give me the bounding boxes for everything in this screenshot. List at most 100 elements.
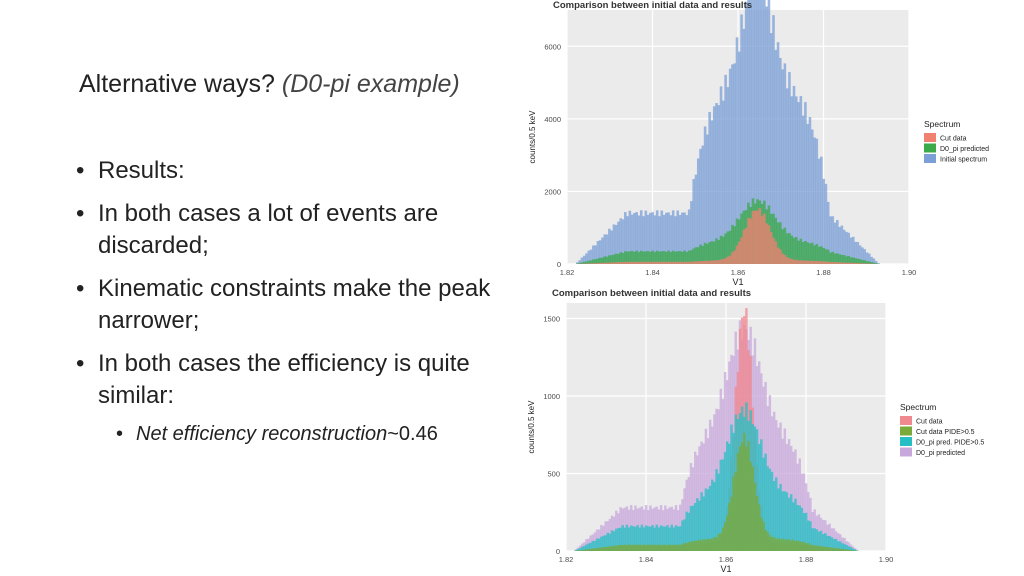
x-axis-label: V1 xyxy=(732,277,743,285)
histogram-bar xyxy=(681,251,684,264)
histogram-bar xyxy=(638,544,641,551)
slide-title: Alternative ways? (D0-pi example) xyxy=(79,70,460,99)
histogram-bar xyxy=(798,541,801,551)
histogram-bar xyxy=(657,527,661,551)
top-chart: 0 2000 4000 6000 1.82 1.84 1.86 1.88 1.90 Compari… xyxy=(510,0,1024,285)
histogram-bar xyxy=(606,546,609,551)
histogram-bar xyxy=(836,548,840,551)
histogram-bar xyxy=(788,72,791,265)
histogram-bar xyxy=(745,446,748,551)
histogram-bar xyxy=(701,261,705,264)
histogram-bar xyxy=(723,451,727,551)
histogram-bar xyxy=(822,534,825,551)
histogram-bar xyxy=(802,541,806,551)
histogram-bar xyxy=(700,540,703,551)
histogram-bar xyxy=(833,222,837,264)
histogram-bar xyxy=(731,224,734,264)
histogram-bar xyxy=(700,492,703,551)
histogram-bar xyxy=(658,216,661,264)
histogram-bar xyxy=(801,260,805,264)
histogram-bar xyxy=(589,548,592,551)
histogram-bar xyxy=(605,256,609,264)
histogram-bar xyxy=(758,0,762,264)
histogram-bar xyxy=(764,529,767,551)
histogram-bar xyxy=(582,255,586,264)
histogram-bar xyxy=(617,253,620,264)
histogram-bar xyxy=(804,240,807,264)
histogram-bar xyxy=(815,529,819,551)
histogram-bar xyxy=(635,212,638,264)
histogram-bar xyxy=(717,105,721,264)
histogram-bar xyxy=(794,541,797,551)
histogram-bar xyxy=(672,544,676,551)
histogram-bar xyxy=(596,263,600,264)
histogram-bar xyxy=(713,481,716,551)
histogram-bar xyxy=(787,438,791,551)
bullet-list: Results: In both cases a lot of events a… xyxy=(76,155,496,447)
histogram-bar xyxy=(685,543,688,551)
histogram-bar xyxy=(724,233,727,264)
histogram-bar xyxy=(785,257,789,264)
histogram-bar xyxy=(685,215,689,264)
histogram-bar xyxy=(642,251,645,264)
histogram-bar xyxy=(751,211,755,264)
histogram-bar xyxy=(841,548,844,551)
histogram-bar xyxy=(691,540,695,551)
histogram-bar xyxy=(838,254,841,264)
histogram-bar xyxy=(788,258,791,264)
histogram-bar xyxy=(653,261,657,264)
histogram-bar xyxy=(610,262,613,264)
histogram-bar xyxy=(653,252,657,264)
bullet-kinematic-constraints: Kinematic constraints make the peak narr… xyxy=(76,273,496,337)
histogram-bar xyxy=(591,548,595,551)
histogram-bar xyxy=(804,102,807,264)
histogram-bar xyxy=(765,6,768,265)
histogram-bar xyxy=(760,0,764,265)
histogram-bar xyxy=(858,263,862,264)
histogram-bar xyxy=(824,183,828,264)
histogram-bar xyxy=(674,261,677,264)
histogram-bar xyxy=(574,550,577,551)
histogram-bar xyxy=(783,491,787,551)
histogram-bar xyxy=(817,531,821,551)
histogram-bar xyxy=(768,535,772,551)
histogram-bar xyxy=(797,260,800,264)
histogram-bar xyxy=(640,524,644,551)
histogram-bar xyxy=(711,479,714,551)
histogram-bar xyxy=(617,545,620,551)
histogram-bar xyxy=(658,261,661,264)
histogram-bar xyxy=(785,88,789,264)
histogram-bar xyxy=(801,115,805,264)
histogram-bar xyxy=(822,546,825,551)
histogram-bar xyxy=(740,442,744,551)
histogram-bar xyxy=(849,547,853,551)
histogram-bar xyxy=(647,544,650,551)
histogram-bar xyxy=(630,214,634,264)
histogram-bar xyxy=(867,261,871,264)
histogram-bar xyxy=(858,259,862,264)
histogram-bar xyxy=(852,257,855,264)
histogram-bar xyxy=(578,260,581,264)
histogram-bar xyxy=(619,261,623,264)
histogram-bar xyxy=(651,525,654,551)
histogram-bar xyxy=(770,471,774,551)
histogram-bar xyxy=(651,545,654,551)
histogram-bar xyxy=(628,261,632,264)
histogram-bar xyxy=(797,240,800,264)
histogram-bar xyxy=(585,544,588,551)
histogram-bar xyxy=(852,236,855,264)
x-tick-label: 1.82 xyxy=(560,268,575,277)
histogram-bar xyxy=(632,544,635,551)
histogram-bar xyxy=(813,528,816,551)
histogram-bar xyxy=(691,505,695,551)
x-tick-label: 1.82 xyxy=(559,555,574,564)
histogram-bar xyxy=(836,220,839,264)
histogram-bar xyxy=(615,545,618,551)
histogram-bar xyxy=(626,216,629,264)
histogram-bar xyxy=(804,260,807,264)
bullet-efficiency-similar: In both cases the efficiency is quite si… xyxy=(76,348,496,412)
histogram-bar xyxy=(836,253,839,264)
histogram-bar xyxy=(820,156,823,264)
histogram-bar xyxy=(861,263,864,264)
histogram-bar xyxy=(769,33,773,265)
